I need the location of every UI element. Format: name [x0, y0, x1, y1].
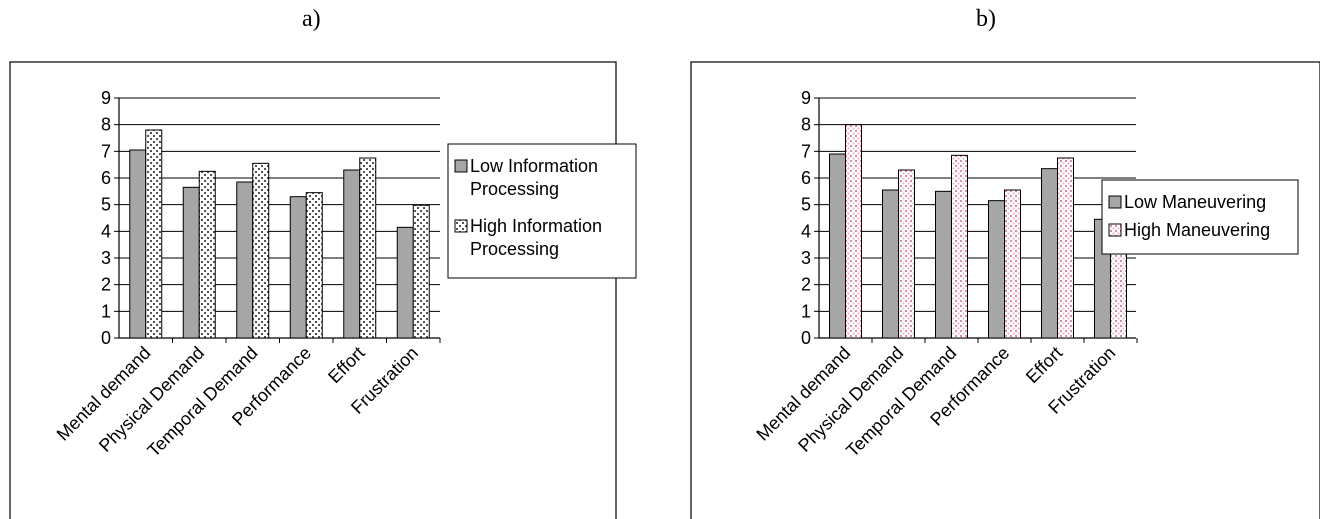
legend-swatch	[454, 159, 468, 173]
y-tick-label: 5	[101, 195, 111, 215]
y-tick-label: 9	[101, 88, 111, 108]
y-tick-label: 2	[801, 275, 811, 295]
legend	[447, 143, 637, 279]
legend-label: High Maneuvering	[1124, 220, 1270, 240]
bar-high	[145, 129, 163, 339]
y-tick-label: 6	[801, 168, 811, 188]
bar-high	[412, 204, 430, 339]
legend-label: High Information	[470, 216, 602, 236]
y-tick-label: 0	[101, 328, 111, 348]
bar-high	[305, 192, 323, 339]
bar-low	[1041, 168, 1058, 339]
y-tick-label: 5	[801, 195, 811, 215]
bar-high	[198, 170, 216, 339]
y-tick-label: 4	[801, 221, 811, 241]
bar-high	[898, 169, 915, 339]
bar-high	[1057, 157, 1074, 339]
y-tick-label: 3	[101, 248, 111, 268]
bar-low	[343, 169, 361, 339]
y-tick-label: 1	[101, 301, 111, 321]
y-tick-label: 8	[101, 115, 111, 135]
bar-low	[129, 149, 147, 339]
bar-high	[359, 157, 377, 339]
y-tick-label: 4	[101, 221, 111, 241]
y-tick-label: 3	[801, 248, 811, 268]
panel-a-label: a)	[302, 6, 321, 32]
legend-label: Low Information	[470, 156, 598, 176]
y-tick-label: 9	[801, 88, 811, 108]
bar-low	[396, 226, 414, 339]
bar-high	[951, 154, 968, 339]
bar-high	[252, 162, 270, 339]
legend-swatch	[1108, 195, 1122, 209]
legend-swatch	[1108, 223, 1122, 237]
bar-high	[1004, 189, 1021, 339]
legend	[1101, 179, 1299, 255]
bar-low	[236, 181, 254, 339]
y-tick-label: 6	[101, 168, 111, 188]
y-tick-label: 2	[101, 275, 111, 295]
bar-low	[935, 190, 952, 339]
legend-label: Processing	[470, 179, 559, 199]
y-tick-label: 8	[801, 115, 811, 135]
panel-b-label: b)	[976, 6, 996, 32]
y-tick-label: 1	[801, 301, 811, 321]
bar-low	[882, 189, 899, 339]
y-tick-label: 0	[801, 328, 811, 348]
legend-label: Processing	[470, 239, 559, 259]
legend-label: Low Maneuvering	[1124, 192, 1266, 212]
bar-high	[845, 124, 862, 339]
bar-low	[182, 186, 200, 339]
bar-low	[988, 200, 1005, 339]
y-tick-label: 7	[101, 141, 111, 161]
y-tick-label: 7	[801, 141, 811, 161]
legend-swatch	[454, 219, 468, 233]
bar-low	[829, 153, 846, 339]
bar-low	[289, 196, 307, 339]
